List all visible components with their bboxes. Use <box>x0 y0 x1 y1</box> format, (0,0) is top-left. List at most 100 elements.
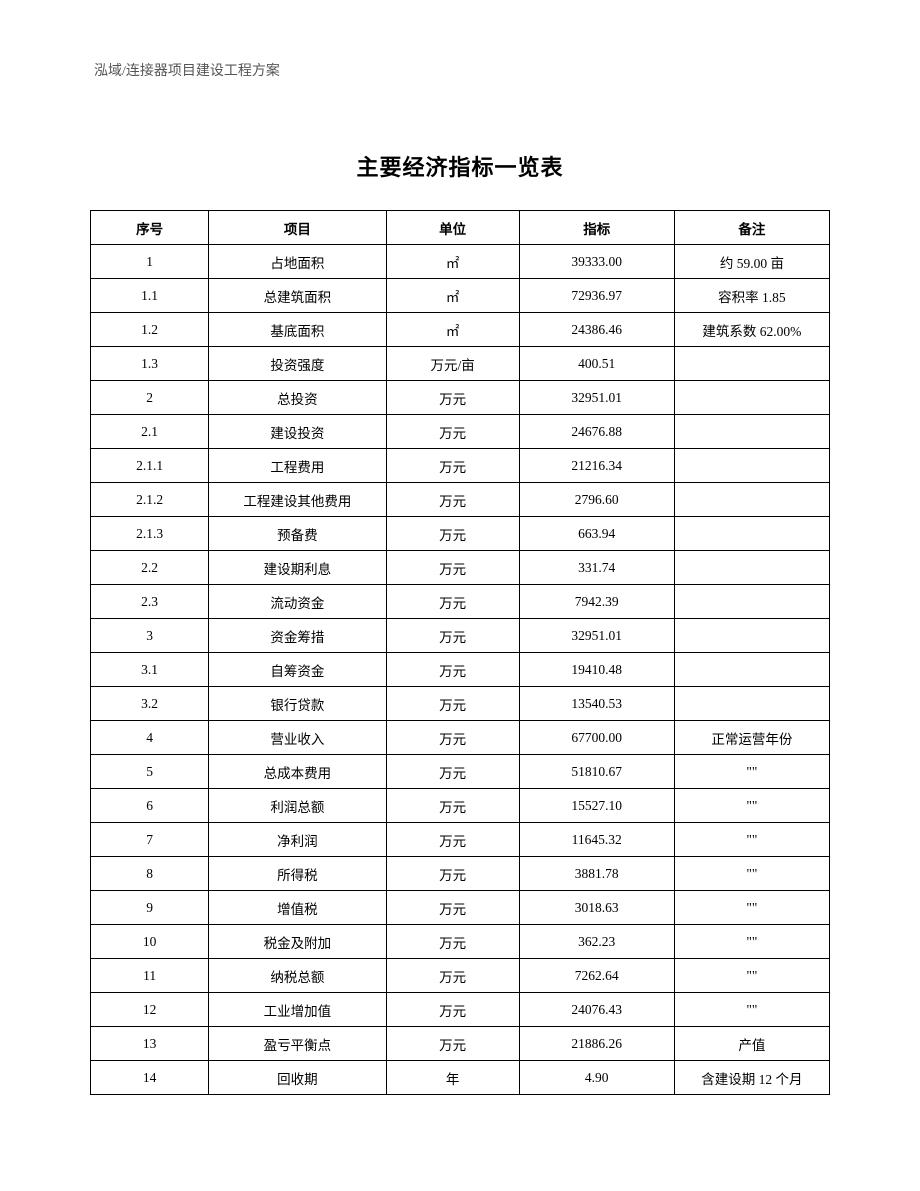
table-cell: 工业增加值 <box>209 993 386 1027</box>
table-cell: 51810.67 <box>519 755 674 789</box>
table-cell: 2.1.3 <box>91 517 209 551</box>
table-cell: 万元 <box>386 993 519 1027</box>
table-cell: 2 <box>91 381 209 415</box>
table-cell <box>674 687 829 721</box>
table-cell: 15527.10 <box>519 789 674 823</box>
table-cell: 3881.78 <box>519 857 674 891</box>
table-cell: "" <box>674 823 829 857</box>
table-row: 2.1.2工程建设其他费用万元2796.60 <box>91 483 830 517</box>
table-row: 14回收期年4.90含建设期 12 个月 <box>91 1061 830 1095</box>
table-cell: 万元 <box>386 415 519 449</box>
table-cell: 万元 <box>386 517 519 551</box>
table-cell: 1.1 <box>91 279 209 313</box>
table-cell: "" <box>674 959 829 993</box>
table-cell: 总建筑面积 <box>209 279 386 313</box>
table-cell: 3 <box>91 619 209 653</box>
table-cell: 自筹资金 <box>209 653 386 687</box>
table-row: 6利润总额万元15527.10"" <box>91 789 830 823</box>
table-cell: 2.3 <box>91 585 209 619</box>
table-cell: 24386.46 <box>519 313 674 347</box>
table-cell: 67700.00 <box>519 721 674 755</box>
table-cell: 3.2 <box>91 687 209 721</box>
table-cell: 21216.34 <box>519 449 674 483</box>
table-cell: 容积率 1.85 <box>674 279 829 313</box>
table-cell: 利润总额 <box>209 789 386 823</box>
table-cell: 万元 <box>386 381 519 415</box>
table-cell <box>674 653 829 687</box>
col-header-seq: 序号 <box>91 211 209 245</box>
table-cell: 万元 <box>386 687 519 721</box>
table-cell: 663.94 <box>519 517 674 551</box>
table-cell: "" <box>674 993 829 1027</box>
table-cell: 7 <box>91 823 209 857</box>
table-row: 2.2建设期利息万元331.74 <box>91 551 830 585</box>
col-header-item: 项目 <box>209 211 386 245</box>
table-cell: 万元 <box>386 925 519 959</box>
table-cell: 24676.88 <box>519 415 674 449</box>
table-cell: 约 59.00 亩 <box>674 245 829 279</box>
table-cell: 增值税 <box>209 891 386 925</box>
table-cell: 2.2 <box>91 551 209 585</box>
table-row: 9增值税万元3018.63"" <box>91 891 830 925</box>
table-cell: 万元 <box>386 551 519 585</box>
table-cell <box>674 585 829 619</box>
table-cell: 11 <box>91 959 209 993</box>
table-row: 3.2银行贷款万元13540.53 <box>91 687 830 721</box>
table-cell: 39333.00 <box>519 245 674 279</box>
table-cell: "" <box>674 891 829 925</box>
table-cell: 占地面积 <box>209 245 386 279</box>
table-cell: 盈亏平衡点 <box>209 1027 386 1061</box>
table-cell: 流动资金 <box>209 585 386 619</box>
table-cell: 19410.48 <box>519 653 674 687</box>
table-cell: 7942.39 <box>519 585 674 619</box>
page-header: 泓域/连接器项目建设工程方案 <box>94 60 830 80</box>
table-cell: 年 <box>386 1061 519 1095</box>
table-cell: 362.23 <box>519 925 674 959</box>
table-cell: 10 <box>91 925 209 959</box>
table-cell <box>674 347 829 381</box>
table-cell: 资金筹措 <box>209 619 386 653</box>
table-cell <box>674 415 829 449</box>
table-row: 3资金筹措万元32951.01 <box>91 619 830 653</box>
table-cell: 1.2 <box>91 313 209 347</box>
table-row: 1占地面积㎡39333.00约 59.00 亩 <box>91 245 830 279</box>
col-header-unit: 单位 <box>386 211 519 245</box>
table-cell <box>674 619 829 653</box>
table-cell: 9 <box>91 891 209 925</box>
table-cell: 14 <box>91 1061 209 1095</box>
table-cell: 万元 <box>386 483 519 517</box>
table-cell: 21886.26 <box>519 1027 674 1061</box>
table-row: 2.3流动资金万元7942.39 <box>91 585 830 619</box>
table-cell: 回收期 <box>209 1061 386 1095</box>
table-cell: 11645.32 <box>519 823 674 857</box>
table-cell: 正常运营年份 <box>674 721 829 755</box>
table-cell: "" <box>674 755 829 789</box>
table-row: 11纳税总额万元7262.64"" <box>91 959 830 993</box>
table-cell: 2796.60 <box>519 483 674 517</box>
table-cell: 4 <box>91 721 209 755</box>
table-cell: 总成本费用 <box>209 755 386 789</box>
table-cell: 2.1.2 <box>91 483 209 517</box>
table-cell: 含建设期 12 个月 <box>674 1061 829 1095</box>
table-cell: 32951.01 <box>519 381 674 415</box>
table-cell: 2.1.1 <box>91 449 209 483</box>
table-cell: 产值 <box>674 1027 829 1061</box>
table-cell: 万元 <box>386 857 519 891</box>
table-cell: 万元 <box>386 891 519 925</box>
table-cell: 投资强度 <box>209 347 386 381</box>
table-cell: ㎡ <box>386 313 519 347</box>
table-cell: 400.51 <box>519 347 674 381</box>
table-cell: ㎡ <box>386 245 519 279</box>
table-cell: 1.3 <box>91 347 209 381</box>
table-cell: 万元 <box>386 449 519 483</box>
table-title: 主要经济指标一览表 <box>90 150 830 182</box>
table-cell: 3.1 <box>91 653 209 687</box>
col-header-value: 指标 <box>519 211 674 245</box>
table-cell <box>674 381 829 415</box>
table-cell: 工程建设其他费用 <box>209 483 386 517</box>
table-row: 4营业收入万元67700.00正常运营年份 <box>91 721 830 755</box>
table-row: 2.1.3预备费万元663.94 <box>91 517 830 551</box>
table-cell: 万元 <box>386 653 519 687</box>
table-cell: 13540.53 <box>519 687 674 721</box>
table-cell <box>674 517 829 551</box>
